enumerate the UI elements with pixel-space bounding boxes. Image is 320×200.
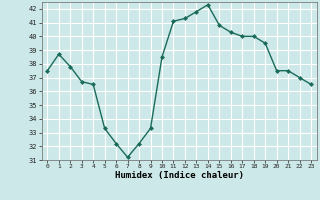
X-axis label: Humidex (Indice chaleur): Humidex (Indice chaleur) xyxy=(115,171,244,180)
